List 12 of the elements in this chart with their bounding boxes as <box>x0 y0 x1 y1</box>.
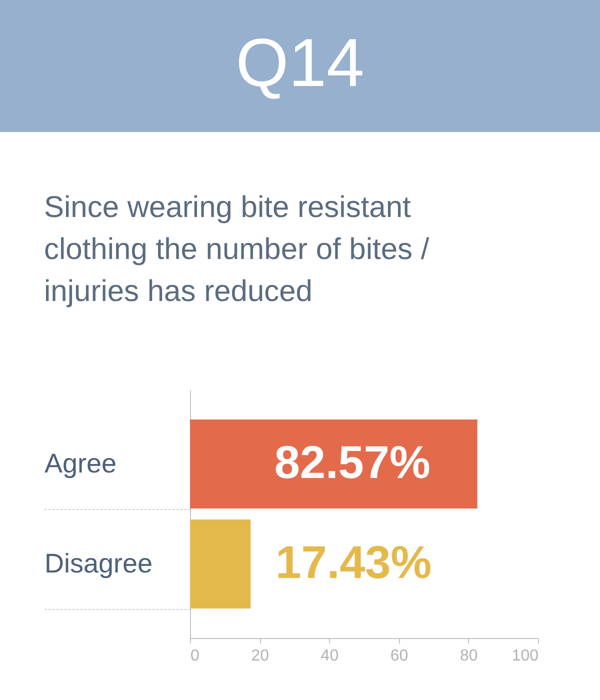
x-tick-label: 0 <box>190 648 200 664</box>
x-tick-label: 20 <box>251 648 270 664</box>
x-tick-label: 40 <box>320 648 339 664</box>
chart-subtitle: Since wearing bite resistant clothing the number of bites / injuries has reduced <box>44 191 430 308</box>
data-label: 17.43% <box>276 536 432 588</box>
y-tick-label: Disagree <box>44 548 153 578</box>
x-tick-label: 80 <box>460 648 478 664</box>
chart-title: Q14 <box>236 25 364 101</box>
x-tick-label: 100 <box>512 648 539 664</box>
y-tick-label: Agree <box>44 448 117 478</box>
x-tick-label: 60 <box>390 648 408 664</box>
data-label: 82.57% <box>274 436 430 488</box>
